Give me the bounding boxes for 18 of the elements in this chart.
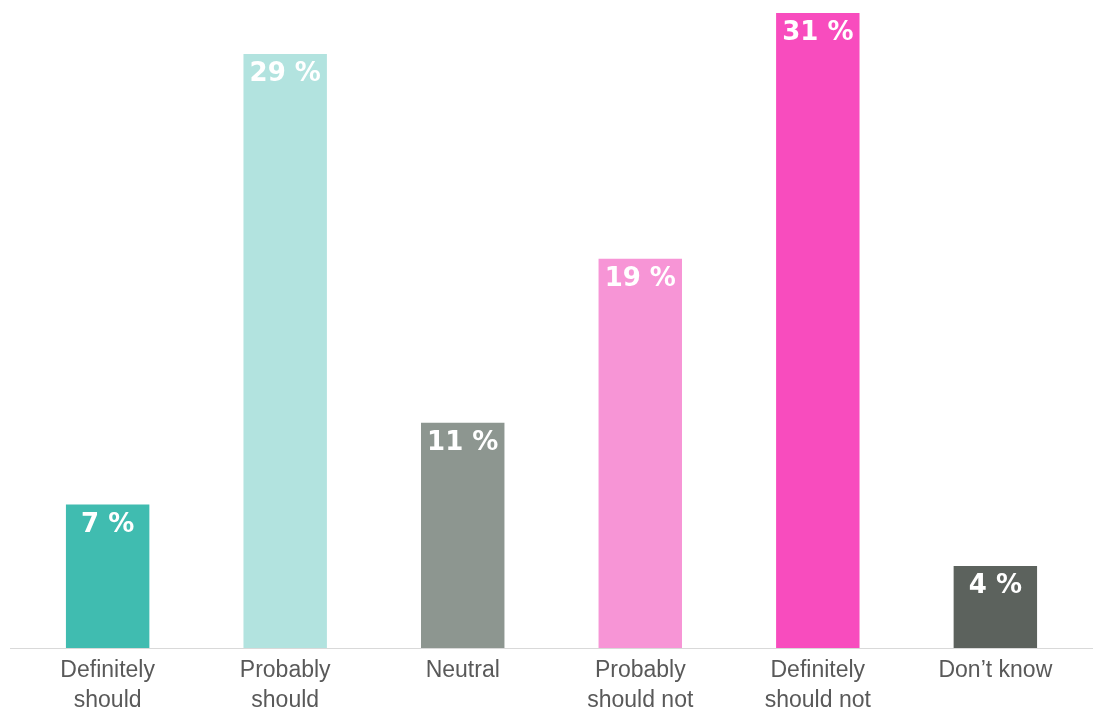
x-tick-label: Don’t know (938, 655, 1053, 682)
x-tick-label: Probably should not (587, 655, 694, 712)
x-tick-label: Definitely should (60, 655, 156, 712)
bar (421, 422, 505, 648)
data-label: 29 % (249, 56, 321, 87)
bar (598, 258, 682, 648)
bar (953, 566, 1038, 648)
bar (65, 504, 150, 648)
data-label: 7 % (81, 507, 135, 538)
bar (776, 13, 860, 648)
data-label: 4 % (968, 569, 1022, 600)
x-tick-label: Neutral (425, 655, 500, 682)
x-tick-label: Probably should (239, 655, 332, 712)
x-tick-label: Definitely should not (764, 655, 872, 712)
bar (243, 53, 327, 648)
data-label: 19 % (604, 261, 676, 292)
data-label: 31 % (782, 16, 854, 46)
data-label: 11 % (427, 425, 499, 456)
